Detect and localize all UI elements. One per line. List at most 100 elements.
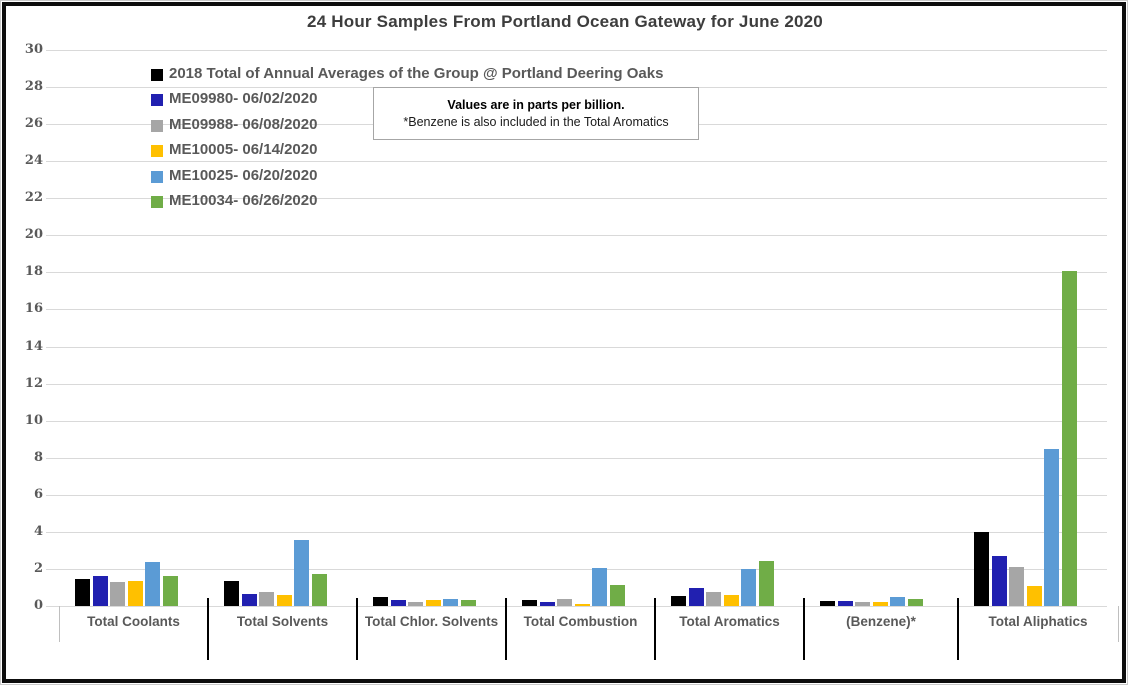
gridline xyxy=(46,457,1107,459)
axis-edge-tick xyxy=(59,606,60,642)
category-label: Total Aromatics xyxy=(679,614,780,629)
annotation-box: Values are in parts per billion. *Benzen… xyxy=(373,87,699,140)
y-axis-tick-label: 10 xyxy=(24,412,43,428)
legend-swatch xyxy=(151,119,163,132)
bar xyxy=(724,595,739,606)
gridline xyxy=(46,198,1107,200)
bar xyxy=(974,532,989,606)
bar xyxy=(242,594,257,606)
bar xyxy=(1062,271,1077,606)
y-axis-tick-label: 28 xyxy=(24,79,43,95)
gridline xyxy=(46,531,1107,533)
bar xyxy=(461,600,476,606)
bar xyxy=(312,574,327,606)
bar xyxy=(759,561,774,606)
category-label: Total Solvents xyxy=(236,614,329,629)
y-axis-tick-label: 20 xyxy=(24,227,43,243)
legend-swatch xyxy=(151,94,163,107)
axis-edge-tick xyxy=(1118,606,1119,642)
legend-label: ME10025- 06/20/2020 xyxy=(169,166,318,184)
category-separator xyxy=(207,598,209,660)
gridline xyxy=(46,568,1107,570)
bar xyxy=(855,602,870,606)
bar xyxy=(689,588,704,606)
bar xyxy=(224,581,239,606)
bar xyxy=(908,599,923,606)
legend-swatch xyxy=(151,145,163,158)
bar xyxy=(163,576,178,606)
bar xyxy=(557,599,572,606)
bar xyxy=(706,592,721,606)
legend-label: 2018 Total of Annual Averages of the Gro… xyxy=(169,65,664,82)
bar xyxy=(277,595,292,606)
y-axis-tick-label: 12 xyxy=(24,375,43,391)
bar xyxy=(610,585,625,606)
category-label: Total Chlor. Solvents xyxy=(364,614,499,629)
y-axis-tick-label: 18 xyxy=(24,264,43,280)
gridline xyxy=(46,161,1107,163)
gridline xyxy=(46,309,1107,311)
legend-swatch xyxy=(151,196,163,208)
bar xyxy=(741,569,756,606)
bar xyxy=(838,601,853,606)
gridline xyxy=(46,383,1107,385)
y-axis-tick-label: 30 xyxy=(24,42,43,57)
category-label: Total Coolants xyxy=(87,614,180,629)
bar xyxy=(522,600,537,606)
bar xyxy=(426,600,441,606)
gridline xyxy=(46,272,1107,274)
bar xyxy=(575,604,590,606)
y-axis-tick-label: 6 xyxy=(33,486,43,502)
bar xyxy=(110,582,125,606)
legend-label: ME10034- 06/26/2020 xyxy=(169,192,318,209)
category-label: Total Aliphatics xyxy=(988,614,1088,629)
y-axis-tick-label: 24 xyxy=(24,153,43,169)
bar xyxy=(540,602,555,606)
category-separator xyxy=(654,598,656,660)
bar xyxy=(820,601,835,606)
gridline xyxy=(46,346,1107,348)
y-axis-tick-label: 14 xyxy=(24,338,43,354)
category-separator xyxy=(803,598,805,660)
category-separator xyxy=(957,598,959,660)
bar xyxy=(145,562,160,606)
category-separator xyxy=(356,598,358,660)
legend-label: ME09988- 06/08/2020 xyxy=(169,115,318,133)
legend-swatch xyxy=(151,170,163,183)
gridline xyxy=(46,420,1107,422)
category-separator xyxy=(505,598,507,660)
bar xyxy=(992,556,1007,606)
bar xyxy=(391,600,406,606)
chart-title: 24 Hour Samples From Portland Ocean Gate… xyxy=(307,12,823,31)
bar xyxy=(890,597,905,606)
bar xyxy=(259,592,274,606)
bar xyxy=(373,597,388,606)
bar xyxy=(294,540,309,606)
annotation-line-1: Values are in parts per billion. xyxy=(447,98,625,112)
bar xyxy=(443,599,458,606)
y-axis-tick-label: 8 xyxy=(33,449,43,465)
legend-label: ME09980- 06/02/2020 xyxy=(169,90,318,108)
y-axis-tick-label: 16 xyxy=(24,301,43,317)
gridline xyxy=(46,235,1107,237)
y-axis-tick-label: 0 xyxy=(33,598,43,613)
annotation-line-2: *Benzene is also included in the Total A… xyxy=(403,115,669,129)
y-axis-tick-label: 2 xyxy=(33,560,43,576)
bar xyxy=(671,596,686,606)
gridline xyxy=(46,50,1107,51)
legend-label: ME10005- 06/14/2020 xyxy=(169,141,318,159)
category-label: (Benzene)* xyxy=(846,614,916,629)
legend-swatch xyxy=(151,69,163,81)
bar xyxy=(75,579,90,606)
y-axis-tick-label: 22 xyxy=(24,190,43,206)
bar xyxy=(1027,586,1042,606)
bar xyxy=(1009,567,1024,606)
gridline xyxy=(46,494,1107,496)
category-label: Total Combustion xyxy=(523,614,638,629)
y-axis-tick-label: 26 xyxy=(24,116,43,132)
bar xyxy=(873,602,888,606)
bar xyxy=(1044,449,1059,606)
bar xyxy=(592,568,607,606)
y-axis-tick-label: 4 xyxy=(33,523,43,539)
